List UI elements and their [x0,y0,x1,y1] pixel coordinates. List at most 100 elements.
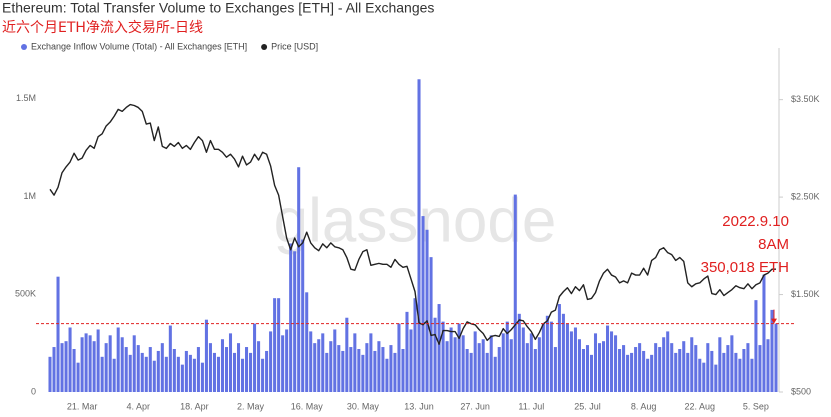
bar [678,349,682,392]
bar [381,347,385,392]
bar [774,323,778,392]
legend-swatch [261,44,268,50]
bar [465,349,469,392]
bar [429,257,433,392]
bar [96,329,100,392]
bar [493,356,497,392]
x-tick-label: 16. May [291,401,324,411]
bar [597,343,602,392]
bar [762,274,766,392]
bar [132,335,136,392]
x-tick-label: 8. Aug [631,401,657,411]
bar [754,300,758,392]
bar [361,354,365,392]
annotation-arrowhead [770,318,777,324]
bar [357,349,361,392]
bar [349,347,353,392]
bar [573,327,577,392]
bar [618,349,622,392]
bar [236,343,241,392]
bar [345,317,349,392]
bar [622,345,626,392]
bar [353,333,357,392]
bar [565,323,569,392]
legend-label: Exchange Inflow Volume (Total) - All Exc… [31,41,247,51]
bar [305,292,309,392]
bar [758,345,762,392]
bar [188,354,192,392]
x-tick-label: 5. Sep [743,401,769,411]
bar [449,327,453,392]
bar [421,216,425,392]
bar [445,341,449,392]
bar [389,345,393,392]
chart-title: Ethereum: Total Transfer Volume to Excha… [2,0,434,16]
bar [88,335,92,392]
bar [124,347,128,392]
bar [441,321,445,392]
x-tick-label: 30. May [347,401,380,411]
bar [489,335,493,392]
bar [184,350,188,392]
bar [513,194,517,392]
watermark: glassnode [274,186,557,255]
bar [253,323,257,392]
bar [601,341,606,392]
bar [52,347,56,392]
bar [228,333,233,392]
bar [569,331,573,392]
y2-tick-label: $2.50K [791,191,820,201]
bar [112,358,116,392]
bar [301,239,305,392]
bar [577,339,581,392]
bar [196,347,200,392]
bar [638,343,642,392]
bar [589,354,594,392]
y-tick-label: 500K [15,289,36,299]
bar [557,304,561,392]
bar [405,311,409,392]
x-tick-label: 25. Jul [574,401,601,411]
bar [108,335,112,392]
bar [541,323,545,392]
bar [642,350,646,392]
bar [529,333,533,392]
bar [545,315,549,392]
bar [505,321,509,392]
bar [730,335,734,392]
y2-tick-label: $3.50K [791,94,820,104]
bar [369,333,373,392]
bar [734,352,738,392]
bar [385,358,389,392]
bar [581,349,585,392]
bar [249,352,253,392]
bar [329,341,333,392]
bar [152,360,156,392]
bar [269,331,273,392]
bar [144,356,148,392]
bar [433,317,437,392]
bar [160,343,164,392]
annotation: 8AM [758,236,789,253]
bar [694,345,698,392]
bar [485,352,489,392]
bar [634,347,638,392]
bar [164,356,168,392]
bar [714,364,718,392]
x-tick-label: 22. Aug [685,401,716,411]
bar [84,333,88,392]
bar [285,329,289,392]
x-tick-label: 11. Jul [518,401,544,411]
bar [670,343,674,392]
bar [626,354,630,392]
bar [208,343,212,392]
bar [140,352,144,392]
bar [397,323,401,392]
bar [120,337,124,392]
bar [148,347,152,392]
bar [585,345,590,392]
bar [232,352,237,392]
bar [525,343,529,392]
bar [156,350,160,392]
bar [224,347,229,392]
